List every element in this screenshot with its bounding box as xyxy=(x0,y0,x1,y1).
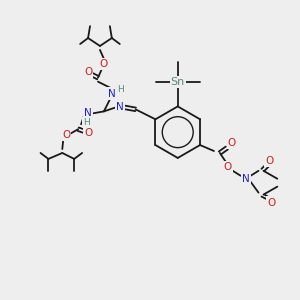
Text: O: O xyxy=(224,162,232,172)
Text: N: N xyxy=(116,102,124,112)
Text: Sn: Sn xyxy=(171,76,185,87)
Text: N: N xyxy=(84,108,92,118)
Text: O: O xyxy=(228,138,236,148)
Text: O: O xyxy=(84,67,92,77)
Text: N: N xyxy=(242,174,250,184)
Text: O: O xyxy=(100,59,108,69)
Text: O: O xyxy=(265,156,274,166)
Text: N: N xyxy=(108,88,116,98)
Text: H: H xyxy=(83,118,89,127)
Text: O: O xyxy=(62,130,70,140)
Text: O: O xyxy=(267,197,275,208)
Text: H: H xyxy=(117,85,124,94)
Text: O: O xyxy=(84,128,92,138)
